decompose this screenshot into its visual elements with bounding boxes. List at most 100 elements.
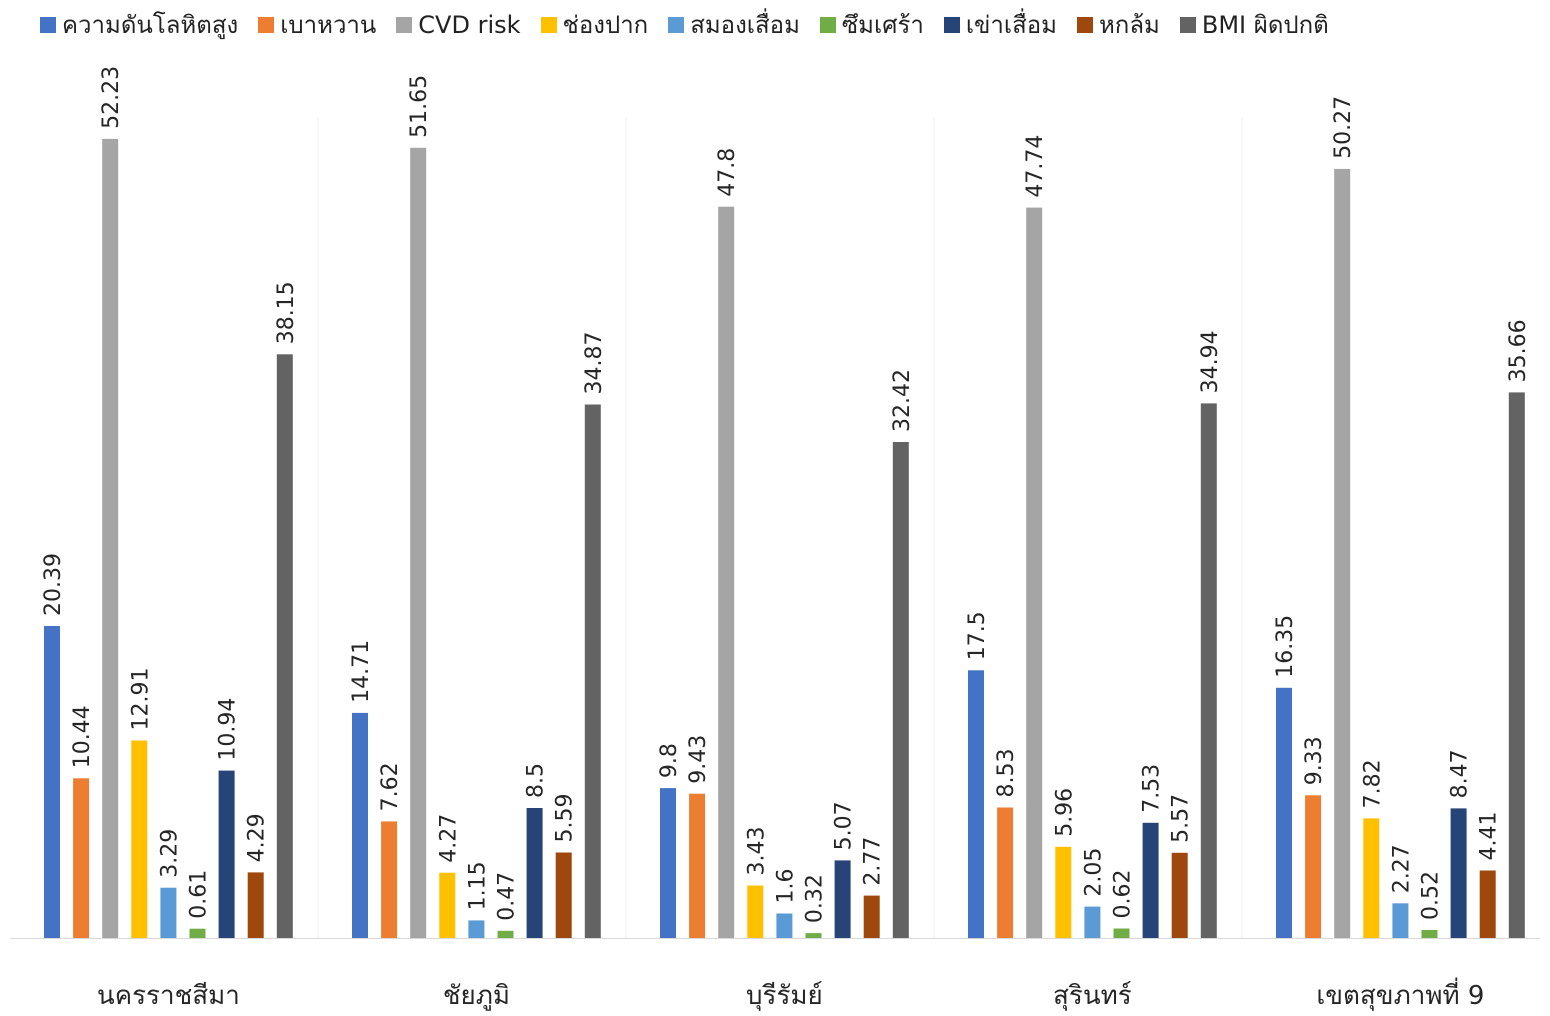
data-label: 51.65 — [407, 75, 432, 138]
bar — [776, 913, 793, 938]
bar — [689, 793, 706, 938]
data-label: 16.35 — [1273, 615, 1298, 678]
bar — [660, 788, 676, 938]
legend-swatch — [668, 17, 685, 33]
bar — [1026, 207, 1043, 939]
bar — [247, 872, 264, 938]
bar — [1392, 903, 1409, 938]
bar — [718, 206, 735, 938]
data-label: 1.6 — [773, 869, 798, 904]
bar — [526, 808, 543, 938]
data-label: 34.94 — [1198, 330, 1223, 393]
legend-item: สมองเสื่อม — [668, 10, 800, 40]
legend-item: ช่องปาก — [540, 10, 649, 40]
legend-swatch — [819, 17, 836, 33]
data-label: 0.52 — [1419, 871, 1444, 920]
data-label: 8.47 — [1448, 749, 1473, 798]
legend-item: เบาหวาน — [258, 10, 376, 40]
bar — [968, 670, 984, 939]
bar — [1142, 822, 1159, 938]
data-label: 2.27 — [1389, 844, 1414, 893]
bar — [863, 895, 880, 938]
bar — [1055, 846, 1072, 938]
legend-label: เบาหวาน — [280, 11, 377, 39]
data-label: 14.71 — [349, 640, 374, 703]
data-label: 2.05 — [1081, 848, 1106, 897]
legend-item: เข่าเสื่อม — [943, 10, 1057, 40]
bar — [439, 872, 456, 938]
data-label: 35.66 — [1506, 319, 1531, 382]
legend-swatch — [258, 17, 275, 33]
bar — [1113, 928, 1130, 938]
data-label: 5.59 — [553, 794, 578, 843]
bar — [747, 885, 764, 938]
legend-swatch — [1076, 17, 1093, 33]
legend-item: ซึมเศร้า — [819, 10, 924, 40]
legend: ความดันโลหิตสูง เบาหวาน CVD risk ช่องปาก สมอ… — [40, 4, 1550, 46]
data-label: 34.87 — [582, 332, 607, 395]
bar — [189, 928, 206, 938]
legend-item: ความดันโลหิตสูง — [40, 10, 238, 40]
bar — [1200, 403, 1217, 938]
bar — [1276, 687, 1292, 938]
data-label: 52.23 — [99, 66, 124, 129]
bar — [1450, 808, 1467, 938]
data-label: 1.15 — [465, 861, 490, 910]
bar — [381, 821, 398, 938]
data-label: 47.8 — [715, 148, 740, 197]
bar — [131, 740, 148, 938]
data-label: 4.27 — [436, 814, 461, 863]
data-label: 20.39 — [41, 553, 66, 616]
bar — [410, 147, 427, 939]
data-label: 5.57 — [1169, 794, 1194, 843]
legend-label: เข่าเสื่อม — [965, 11, 1057, 39]
data-label: 0.61 — [187, 870, 212, 919]
bar — [73, 778, 90, 938]
legend-item: BMI ผิดปกติ — [1179, 10, 1329, 40]
data-label: 5.07 — [832, 801, 857, 850]
bar — [892, 442, 909, 938]
x-tick-label: บุรีรัมย์ — [746, 981, 823, 1011]
legend-swatch — [943, 17, 960, 33]
data-label: 50.27 — [1331, 96, 1356, 159]
x-tick-label: สุรินทร์ — [1053, 981, 1132, 1011]
data-label: 32.42 — [890, 369, 915, 432]
x-tick-label: นครราชสีมา — [97, 981, 240, 1011]
data-label: 7.53 — [1140, 764, 1165, 813]
legend-item: หกล้ม — [1076, 10, 1160, 40]
data-label: 7.62 — [378, 762, 403, 811]
bar — [997, 807, 1014, 938]
bar — [276, 354, 293, 938]
legend-label: สมองเสื่อม — [690, 11, 800, 39]
bar — [44, 626, 60, 938]
bar — [352, 712, 368, 938]
legend-label: ซึมเศร้า — [841, 11, 924, 39]
bar — [218, 770, 235, 938]
data-label: 0.47 — [495, 872, 520, 921]
data-label: 9.43 — [686, 735, 711, 784]
legend-swatch — [540, 17, 557, 33]
legend-label: BMI ผิดปกติ — [1201, 11, 1329, 39]
data-label: 3.43 — [744, 827, 769, 876]
data-label: 9.8 — [657, 743, 682, 778]
bar — [1171, 852, 1188, 938]
data-label: 2.77 — [861, 837, 886, 886]
bar — [1421, 930, 1438, 938]
x-tick-label: เขตสุขภาพที่ 9 — [1316, 977, 1484, 1011]
data-label: 5.96 — [1052, 788, 1077, 837]
legend-label: ช่องปาก — [562, 11, 649, 39]
legend-swatch — [40, 17, 56, 33]
data-label: 0.32 — [803, 874, 828, 923]
legend-swatch — [1179, 17, 1196, 33]
bar — [468, 920, 485, 938]
data-label: 4.29 — [245, 813, 270, 862]
data-label: 47.74 — [1023, 135, 1048, 198]
bar — [1479, 870, 1496, 938]
bar — [102, 138, 119, 938]
bar — [805, 933, 822, 938]
bar — [555, 852, 572, 938]
data-label: 3.29 — [157, 829, 182, 878]
data-label: 10.94 — [216, 698, 241, 761]
data-label: 38.15 — [274, 281, 299, 344]
